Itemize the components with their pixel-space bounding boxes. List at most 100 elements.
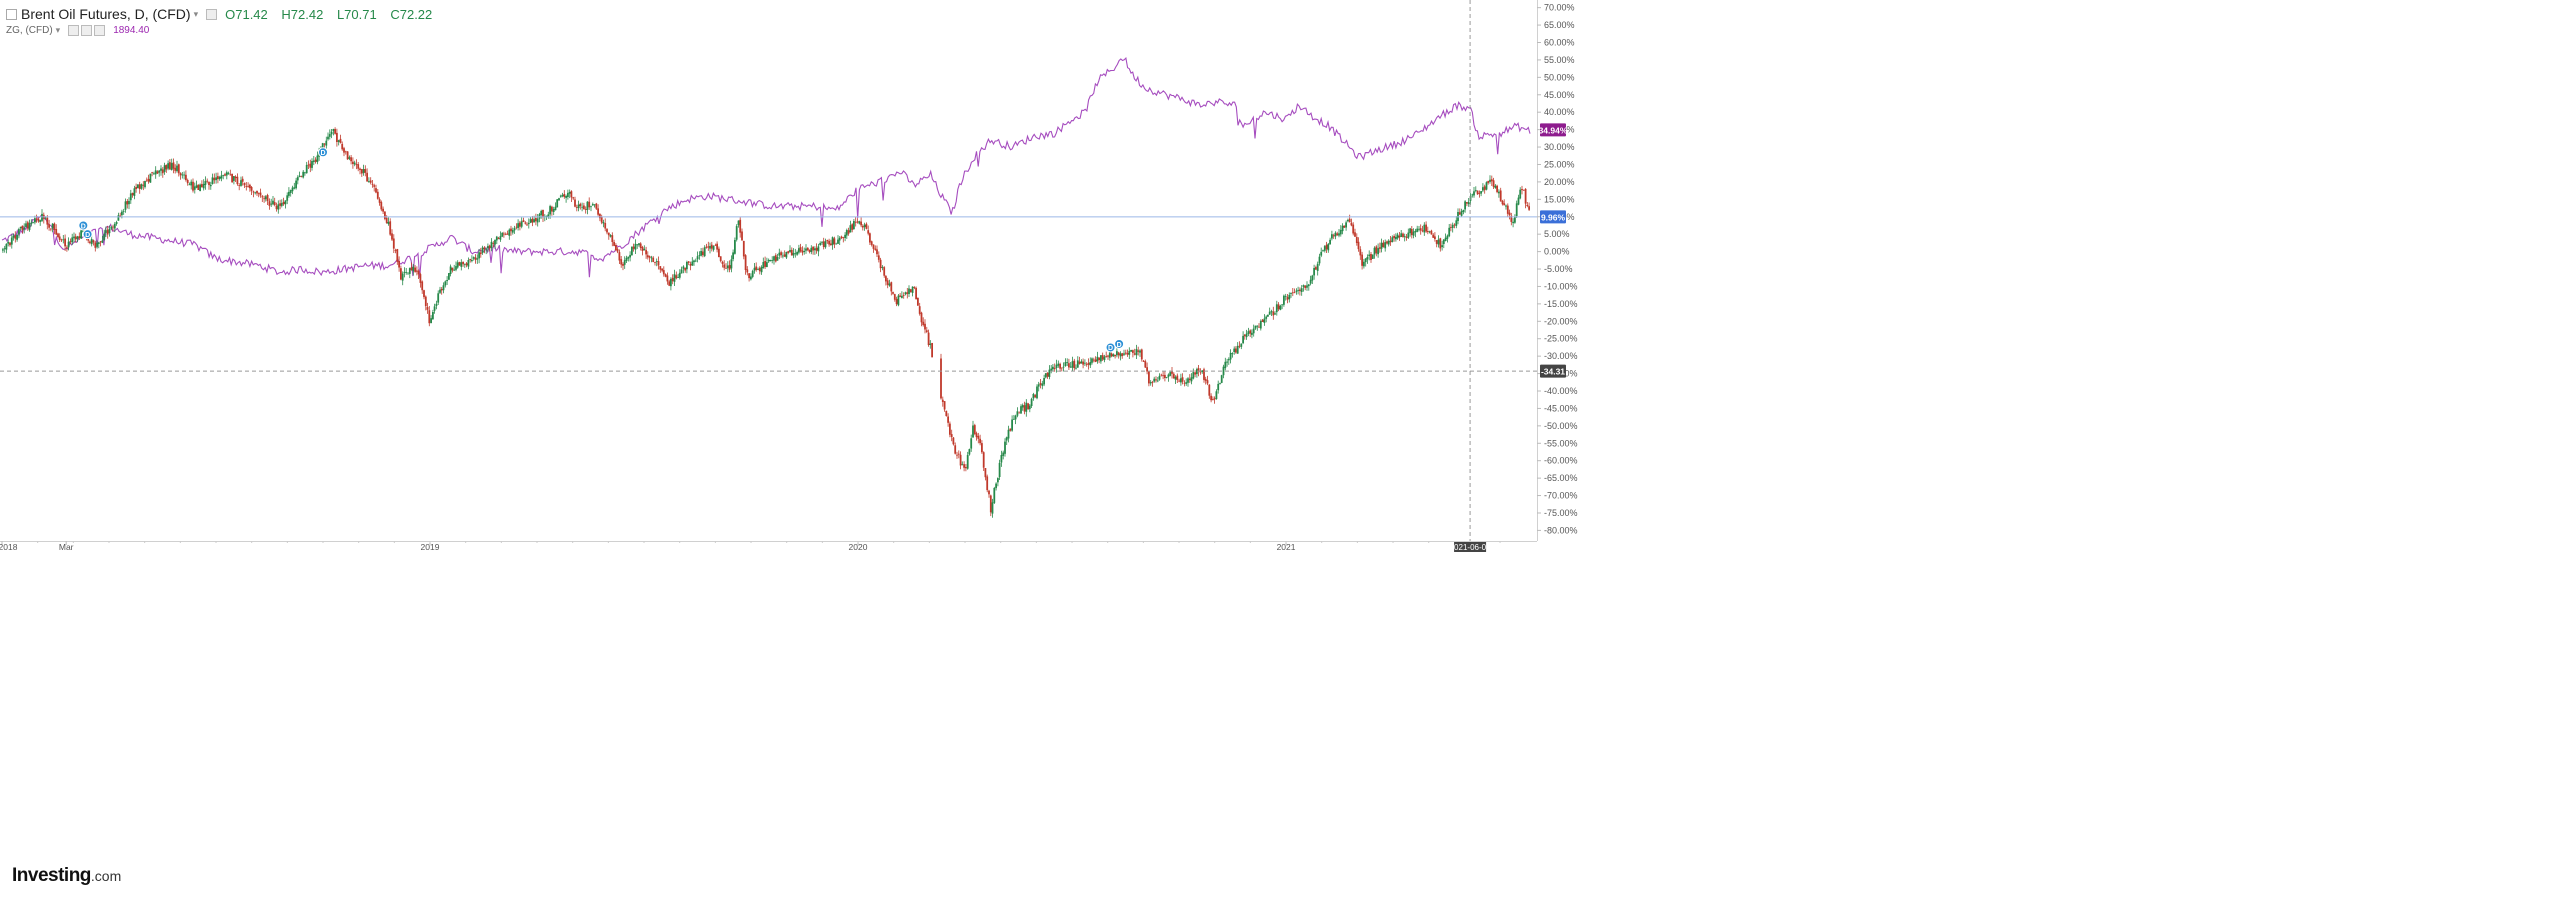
settings-icon[interactable] (81, 25, 93, 36)
candle-body (275, 205, 278, 210)
candle-body (824, 241, 827, 248)
candle-body (1171, 371, 1173, 374)
candle-body (288, 191, 290, 196)
candle-body (73, 236, 75, 239)
y-tick-label: 0.00% (1544, 247, 1570, 257)
candle-body (119, 215, 122, 217)
candle-body (945, 410, 948, 416)
y-tick-label: -75.00% (1544, 508, 1578, 518)
main-series-legend[interactable]: Brent Oil Futures, D, (CFD) ▾ O71.42 H72… (6, 6, 442, 22)
candle-body (730, 259, 733, 269)
candle-body (735, 226, 738, 240)
x-axis[interactable]: 2018 Mar 2019 2020 2021 2021-06-08 (0, 541, 1501, 552)
chevron-down-icon[interactable]: ▾ (193, 8, 199, 19)
candle-body (563, 194, 566, 197)
y-axis[interactable]: 70.00% 65.00% 60.00% 55.00% 50.00% 45.00% 40.0… (1537, 3, 1578, 536)
candle-body (892, 292, 894, 294)
candle-body (1307, 284, 1310, 287)
candle-body (1379, 247, 1381, 249)
candle-body (1210, 395, 1212, 401)
dividend-marker-icon (82, 229, 93, 240)
chevron-down-icon[interactable]: ▾ (55, 25, 61, 35)
candle-body (254, 192, 257, 194)
candle-body (7, 242, 10, 244)
candle-body (481, 247, 484, 253)
candle-body (700, 251, 702, 256)
candle-body (1101, 355, 1104, 360)
candle-body (1410, 229, 1413, 235)
candle-body (264, 196, 267, 200)
candle-body (1014, 415, 1017, 420)
candle-body (376, 191, 379, 199)
candle-body (1348, 218, 1351, 223)
candle-body (854, 221, 857, 223)
candle-body (46, 217, 49, 225)
grid-layer (0, 0, 1538, 542)
candle-body (343, 148, 345, 153)
candle-body (234, 176, 237, 179)
candle-body (929, 343, 932, 345)
candle-body (618, 252, 621, 261)
candle-body (609, 235, 612, 237)
candle-body (403, 271, 406, 273)
candle-body (408, 268, 411, 274)
candle-body (1089, 362, 1092, 366)
candle-body (213, 177, 216, 181)
candle-body (984, 468, 987, 478)
candle-body (1105, 356, 1108, 357)
candle-body (252, 191, 255, 193)
candle-body (1011, 419, 1013, 431)
candle-body (677, 277, 679, 278)
candle-body (407, 272, 409, 274)
candle-body (304, 172, 306, 174)
candle-body (702, 251, 704, 256)
dividend-marker-icon-glyph: D (1117, 342, 1122, 349)
candle-body (1176, 375, 1179, 380)
candle-body (1492, 180, 1495, 187)
candle-body (982, 452, 985, 468)
candle-body (1288, 294, 1291, 300)
collapse-toggle-icon[interactable] (6, 8, 17, 20)
settings-icon[interactable] (206, 8, 218, 20)
candle-body (1153, 378, 1156, 382)
candle-body (1044, 373, 1047, 378)
candle-body (981, 443, 983, 453)
candle-body (400, 268, 402, 280)
candle-body (188, 184, 191, 186)
candle-body (158, 170, 161, 173)
candle-body (167, 163, 169, 169)
candle-body (69, 241, 72, 242)
candle-body (485, 248, 488, 250)
candle-body (1364, 258, 1367, 263)
y-tick-label: 55.00% (1544, 55, 1575, 65)
candle-body (1062, 366, 1065, 368)
visibility-toggle-icon[interactable] (68, 25, 80, 36)
candle-body (803, 251, 806, 252)
candle-body (224, 174, 226, 176)
y-tick-label: -20.00% (1544, 316, 1578, 326)
candle-body (751, 270, 754, 277)
candle-body (81, 230, 84, 232)
candle-body (423, 290, 425, 298)
candle-body (192, 181, 194, 191)
candle-body (1167, 374, 1170, 377)
candle-body (1370, 254, 1372, 260)
brent-last-value-badge-bg (1540, 210, 1566, 224)
candle-body (479, 252, 482, 255)
y-tick-label: -70.00% (1544, 491, 1578, 501)
candle-body (289, 190, 292, 193)
candle-body (37, 218, 40, 222)
candle-body (463, 263, 466, 265)
candle-body (117, 215, 120, 221)
candle-body (218, 177, 221, 180)
compare-series-legend[interactable]: ZG, (CFD) ▾ 1894.40 (6, 25, 149, 36)
candle-body (428, 310, 431, 324)
candle-body (1391, 237, 1394, 242)
candle-body (1490, 179, 1493, 182)
candle-body (325, 140, 328, 146)
candle-body (1060, 367, 1063, 369)
close-icon[interactable] (94, 25, 106, 36)
candle-body (405, 272, 408, 273)
